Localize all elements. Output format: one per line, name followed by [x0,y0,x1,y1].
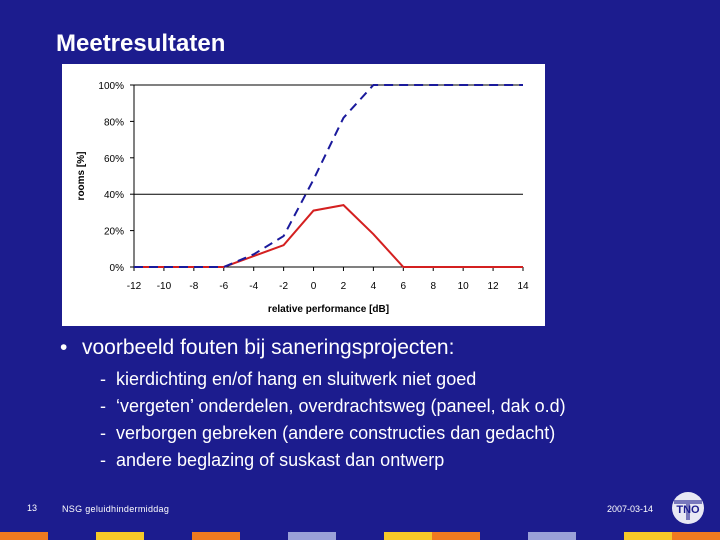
bullet-text: voorbeeld fouten bij saneringsprojecten: [82,336,455,359]
sub-item: - andere beglazing of suskast dan ontwerp [100,447,566,474]
dash-icon: - [100,450,106,470]
strip-segment [432,532,481,540]
sub-item: - kierdichting en/of hang en sluitwerk ni… [100,366,566,393]
dash-icon: - [100,396,106,416]
y-tick-label: 100% [98,81,124,92]
sub-item-text: andere beglazing of suskast dan ontwerp [116,450,445,470]
strip-segment [672,532,720,540]
x-tick-label: -10 [157,281,172,292]
x-tick-label: 8 [430,281,436,292]
line-chart: 0% 20% 40% 60% 80% 100% -12 -10 -8 -6 -4 -2 0 2 4 6 8 10 1… [76,81,529,315]
x-tick-label: 2 [341,281,347,292]
sub-item-text: verborgen gebreken (andere constructies … [116,423,556,443]
y-axis-label: rooms [%] [76,152,87,201]
svg-text:TNO: TNO [676,504,700,516]
x-axis-label: relative performance [dB] [268,304,389,315]
strip-segment [96,532,145,540]
tno-logo-icon: TNO [672,492,704,524]
y-tick-label: 40% [104,190,124,201]
y-tick-label: 60% [104,154,124,165]
strip-segment [240,532,289,540]
slide-title: Meetresultaten [56,30,226,57]
bullet-item: • voorbeeld fouten bij saneringsprojecten… [60,336,454,360]
x-tick-label: 14 [517,281,529,292]
dash-icon: - [100,369,106,389]
sub-item-text: ‘vergeten’ onderdelen, overdrachtsweg (p… [116,396,566,416]
x-tick-label: -2 [279,281,288,292]
x-tick-label: -4 [249,281,258,292]
strip-segment [48,532,97,540]
x-tick-label: 4 [371,281,377,292]
footer-text: NSG geluidhindermiddag [62,504,170,514]
strip-segment [384,532,433,540]
strip-segment [576,532,625,540]
strip-segment [144,532,193,540]
y-tick-label: 80% [104,117,124,128]
footer-date: 2007-03-14 [607,504,654,514]
strip-segment [192,532,241,540]
x-tick-label: -6 [219,281,228,292]
strip-segment [624,532,673,540]
sub-item: - ‘vergeten’ onderdelen, overdrachtsweg (… [100,393,566,420]
page-number: 13 [27,503,38,513]
solid-series-line [134,204,523,268]
strip-segment [480,532,529,540]
x-tick-label: 12 [488,281,500,292]
sub-item-text: kierdichting en/of hang en sluitwerk nie… [116,369,477,389]
bottom-color-strip [0,532,720,540]
x-tick-label: 10 [458,281,470,292]
x-tick-label: 6 [401,281,407,292]
strip-segment [336,532,385,540]
strip-segment [288,532,337,540]
x-tick-label: -8 [189,281,198,292]
bullet-dot-icon: • [60,336,68,359]
dashed-series-line [134,84,523,268]
strip-segment [528,532,577,540]
y-tick-label: 0% [110,263,125,274]
dash-icon: - [100,423,106,443]
sub-item-list: - kierdichting en/of hang en sluitwerk ni… [100,366,566,474]
strip-segment [0,532,49,540]
chart-panel: 0% 20% 40% 60% 80% 100% -12 -10 -8 -6 -4 -2 0 2 4 6 8 10 1… [62,64,545,326]
y-tick-label: 20% [104,227,124,238]
x-tick-label: 0 [311,281,317,292]
sub-item: - verborgen gebreken (andere constructies… [100,420,566,447]
x-tick-label: -12 [127,281,142,292]
